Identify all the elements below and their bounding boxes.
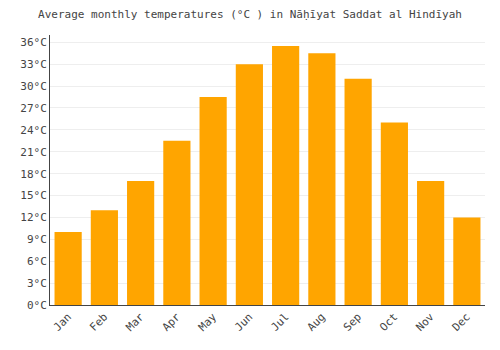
- svg-text:Jun: Jun: [232, 311, 255, 334]
- svg-text:27°C: 27°C: [20, 102, 47, 115]
- svg-text:0°C: 0°C: [27, 299, 47, 312]
- svg-text:Feb: Feb: [87, 311, 110, 334]
- svg-text:30°C: 30°C: [20, 80, 47, 93]
- svg-text:33°C: 33°C: [20, 58, 47, 71]
- svg-text:Oct: Oct: [377, 311, 400, 334]
- svg-text:Jan: Jan: [51, 311, 74, 334]
- svg-text:3°C: 3°C: [27, 277, 47, 290]
- svg-text:Nov: Nov: [413, 310, 437, 334]
- svg-text:May: May: [196, 310, 220, 334]
- svg-text:6°C: 6°C: [27, 255, 47, 268]
- svg-text:12°C: 12°C: [20, 211, 47, 224]
- svg-text:9°C: 9°C: [27, 233, 47, 246]
- svg-text:Jul: Jul: [268, 311, 291, 334]
- svg-text:21°C: 21°C: [20, 146, 47, 159]
- svg-text:15°C: 15°C: [20, 189, 47, 202]
- svg-text:Sep: Sep: [341, 311, 364, 334]
- svg-text:Apr: Apr: [160, 310, 184, 334]
- svg-text:24°C: 24°C: [20, 124, 47, 137]
- svg-text:36°C: 36°C: [20, 36, 47, 49]
- svg-text:Aug: Aug: [305, 311, 328, 334]
- svg-text:Mar: Mar: [123, 310, 147, 334]
- svg-text:Dec: Dec: [450, 311, 473, 334]
- svg-text:Average monthly temperatures (: Average monthly temperatures (°C ) in Nā…: [38, 8, 462, 21]
- svg-text:18°C: 18°C: [20, 168, 47, 181]
